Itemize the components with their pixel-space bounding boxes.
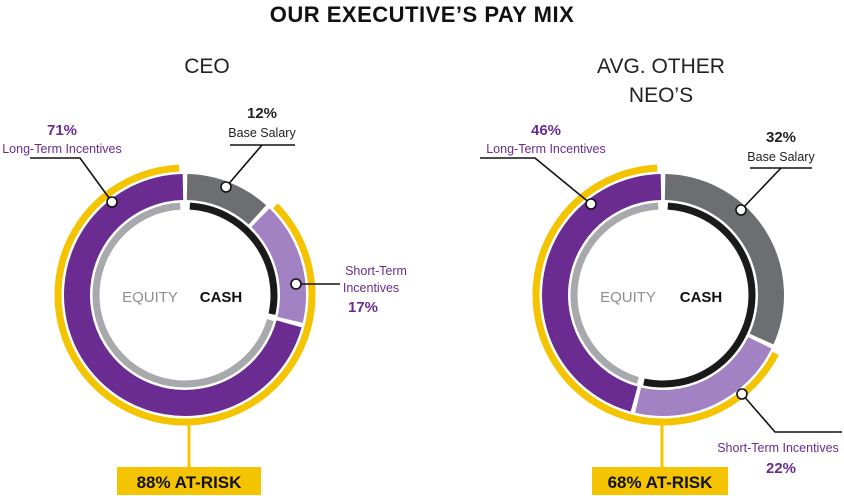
- neo-equity-ring: [570, 202, 659, 384]
- ceo-leader-lines: [30, 144, 340, 290]
- ceo-long-term-label: Long-Term Incentives: [2, 142, 122, 156]
- neo-at-risk-arc: [532, 164, 779, 426]
- neo-short-term-pct: 22%: [766, 460, 796, 477]
- ceo-short-term-label-2: Incentives: [343, 281, 399, 295]
- ceo-long-term-segment: [64, 174, 302, 416]
- ceo-short-term-segment: [251, 208, 306, 323]
- ceo-at-risk-label: 88% AT-RISK: [137, 473, 243, 492]
- neo-base-salary-label: Base Salary: [747, 150, 815, 164]
- neo-equity-label: EQUITY: [600, 289, 656, 306]
- page-title: OUR EXECUTIVE’S PAY MIX: [270, 2, 575, 27]
- ceo-base-salary-dot: [220, 181, 232, 193]
- neo-at-risk-badge: 68% AT-RISK: [592, 467, 728, 495]
- ceo-title: CEO: [184, 55, 230, 78]
- ceo-equity-ring: [92, 202, 274, 388]
- neo-short-term-leader: [741, 393, 842, 433]
- neo-at-risk-label: 68% AT-RISK: [608, 473, 714, 492]
- ceo-long-term-pct: 71%: [47, 122, 77, 139]
- neo-inner-rings: [570, 202, 756, 388]
- ceo-at-risk-badge: 88% AT-RISK: [117, 467, 261, 495]
- ceo-cash-label: CASH: [200, 289, 243, 306]
- neo-base-salary-dot: [735, 204, 747, 216]
- ceo-long-term-leader: [30, 157, 113, 203]
- ceo-at-risk-background: [117, 467, 261, 495]
- neo-long-term-pct: 46%: [531, 122, 561, 139]
- neo-leader-lines: [480, 157, 842, 433]
- neo-base-salary-leader: [740, 167, 812, 211]
- neo-long-term-leader: [480, 157, 592, 205]
- ceo-short-term-pct: 17%: [348, 299, 378, 316]
- ceo-short-term-dot: [290, 278, 302, 290]
- neo-long-term-label: Long-Term Incentives: [486, 142, 606, 156]
- ceo-base-salary-pct: 12%: [247, 105, 277, 122]
- ceo-rings: [54, 164, 316, 468]
- neo-base-salary-pct: 32%: [766, 129, 796, 146]
- ceo-base-salary-label: Base Salary: [228, 126, 296, 140]
- ceo-at-risk-arc: [54, 164, 316, 426]
- ceo-inner-rings: [92, 202, 278, 388]
- ceo-base-salary-segment: [186, 174, 267, 225]
- neo-chart: AVG. OTHER NEO’S EQUITY CASH 46% Long-Te…: [480, 55, 842, 495]
- ceo-base-salary-leader: [225, 144, 295, 188]
- neo-at-risk-background: [592, 467, 728, 495]
- neo-long-term-segment: [542, 174, 662, 412]
- ceo-chart: CEO EQUITY CASH 71% Long-Term Incentives…: [2, 55, 407, 495]
- neo-cash-ring: [643, 202, 756, 388]
- ceo-short-term-label-1: Short-Term: [345, 264, 407, 278]
- neo-short-term-label: Short-Term Incentives: [717, 441, 839, 455]
- neo-base-salary-segment: [664, 174, 784, 345]
- neo-short-term-segment: [635, 336, 772, 416]
- ceo-cash-ring: [189, 202, 278, 315]
- ceo-equity-label: EQUITY: [122, 289, 178, 306]
- ceo-long-term-dot: [106, 196, 118, 208]
- neo-long-term-dot: [585, 198, 597, 210]
- neo-short-term-dot: [736, 388, 748, 400]
- neo-rings: [532, 164, 784, 468]
- neo-cash-label: CASH: [680, 289, 723, 306]
- neo-title-line-1: AVG. OTHER: [597, 55, 725, 78]
- neo-title-line-2: NEO’S: [629, 84, 693, 107]
